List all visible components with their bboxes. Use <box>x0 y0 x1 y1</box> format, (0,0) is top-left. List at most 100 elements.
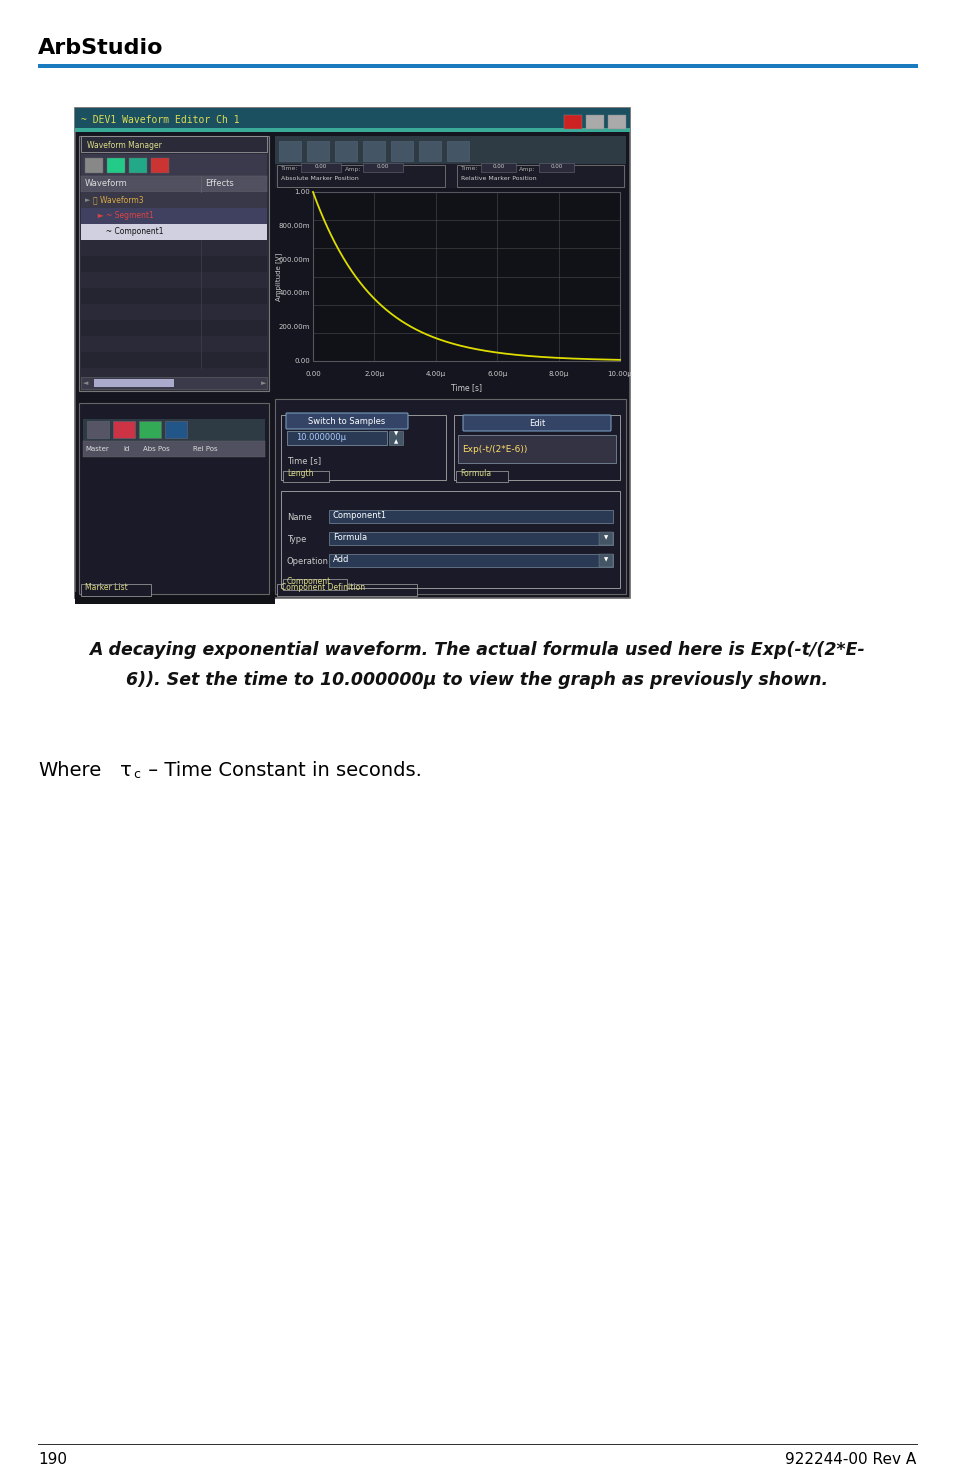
Text: – Time Constant in seconds.: – Time Constant in seconds. <box>142 761 421 779</box>
Bar <box>389 431 402 445</box>
Bar <box>107 158 125 173</box>
Bar <box>81 240 267 257</box>
Bar <box>81 353 267 367</box>
Text: ►: ► <box>261 381 266 386</box>
Bar <box>83 419 265 441</box>
Bar <box>81 136 267 152</box>
Bar <box>447 142 469 161</box>
Bar <box>85 158 103 173</box>
Bar <box>38 1444 917 1445</box>
Text: ▼: ▼ <box>394 432 397 437</box>
Bar <box>81 378 267 389</box>
Bar <box>83 441 265 457</box>
Bar <box>281 414 446 479</box>
Text: Time:: Time: <box>281 167 298 171</box>
Text: 0.00: 0.00 <box>314 165 327 170</box>
Text: Add: Add <box>333 556 349 565</box>
Bar <box>276 165 444 187</box>
Bar <box>75 108 629 131</box>
Text: Waveform Manager: Waveform Manager <box>87 140 162 149</box>
Text: ▼: ▼ <box>603 535 607 540</box>
Bar <box>391 142 413 161</box>
Bar <box>139 420 161 438</box>
Text: Component: Component <box>287 578 331 587</box>
Bar <box>418 142 440 161</box>
Text: Component1: Component1 <box>333 512 387 521</box>
Bar <box>313 192 619 361</box>
Bar <box>75 128 629 131</box>
Bar <box>81 336 267 353</box>
Bar <box>563 115 581 128</box>
Bar <box>329 510 613 524</box>
Bar <box>329 555 613 566</box>
Bar <box>607 115 625 128</box>
Text: 190: 190 <box>38 1453 67 1468</box>
Text: Master: Master <box>85 445 109 451</box>
Text: Time [s]: Time [s] <box>451 384 481 392</box>
Bar <box>363 142 385 161</box>
Bar <box>454 414 619 479</box>
Text: 600.00m: 600.00m <box>278 257 310 263</box>
Text: ~ DEV1 Waveform Editor Ch 1: ~ DEV1 Waveform Editor Ch 1 <box>81 115 239 125</box>
Bar <box>598 532 613 544</box>
Text: Component Definition: Component Definition <box>281 584 365 593</box>
Text: 2.00μ: 2.00μ <box>364 372 384 378</box>
Bar <box>363 164 402 173</box>
Bar <box>81 176 267 192</box>
Text: Time [s]: Time [s] <box>287 456 321 466</box>
Text: Time:: Time: <box>460 167 478 171</box>
Text: Exp(-t/(2*E-6)): Exp(-t/(2*E-6)) <box>461 444 527 453</box>
Bar <box>281 491 619 589</box>
Text: 6)). Set the time to 10.000000μ to view the graph as previously shown.: 6)). Set the time to 10.000000μ to view … <box>126 671 827 689</box>
Bar <box>165 420 187 438</box>
Bar <box>538 164 574 173</box>
Text: 4.00μ: 4.00μ <box>425 372 445 378</box>
Text: 📁 Waveform3: 📁 Waveform3 <box>92 196 144 205</box>
Text: Operation: Operation <box>287 556 329 565</box>
Text: Waveform: Waveform <box>85 180 128 189</box>
Text: Type: Type <box>287 534 306 543</box>
Text: 0.00: 0.00 <box>493 165 504 170</box>
Text: Amplitude [V]: Amplitude [V] <box>275 252 282 301</box>
Text: ▲: ▲ <box>394 440 397 444</box>
Text: Switch to Samples: Switch to Samples <box>308 416 385 425</box>
Text: Absolute Marker Position: Absolute Marker Position <box>281 176 358 180</box>
Text: ► ~ Segment1: ► ~ Segment1 <box>92 211 153 220</box>
Bar <box>81 257 267 271</box>
Bar <box>81 584 151 596</box>
Bar <box>81 153 267 176</box>
Bar <box>335 142 356 161</box>
Bar <box>307 142 329 161</box>
Bar <box>81 320 267 336</box>
Text: Where: Where <box>38 761 101 779</box>
Bar <box>151 158 169 173</box>
Bar <box>276 584 416 596</box>
Bar <box>75 591 274 603</box>
Text: Abs Pos: Abs Pos <box>143 445 170 451</box>
Bar <box>81 192 267 208</box>
Text: ►: ► <box>85 198 91 204</box>
Bar <box>79 136 269 391</box>
Bar <box>456 471 507 482</box>
Text: Length: Length <box>287 469 314 478</box>
Text: Amp:: Amp: <box>518 167 535 171</box>
Bar <box>81 271 267 288</box>
Bar <box>81 224 267 240</box>
Text: 400.00m: 400.00m <box>278 291 310 296</box>
Text: ▼: ▼ <box>603 558 607 562</box>
Bar <box>81 208 267 224</box>
Text: Formula: Formula <box>459 469 491 478</box>
Text: 0.00: 0.00 <box>305 372 320 378</box>
Text: ArbStudio: ArbStudio <box>38 38 163 58</box>
Text: Amp:: Amp: <box>345 167 361 171</box>
Text: Id: Id <box>123 445 130 451</box>
Text: τ: τ <box>120 761 132 779</box>
Text: Relative Marker Position: Relative Marker Position <box>460 176 536 180</box>
Text: Marker List: Marker List <box>85 584 128 593</box>
Text: 6.00μ: 6.00μ <box>487 372 507 378</box>
Text: 8.00μ: 8.00μ <box>548 372 568 378</box>
Text: 10.000000μ: 10.000000μ <box>295 434 346 442</box>
Bar <box>598 555 613 566</box>
Bar <box>480 164 516 173</box>
Text: ◄: ◄ <box>83 381 89 386</box>
